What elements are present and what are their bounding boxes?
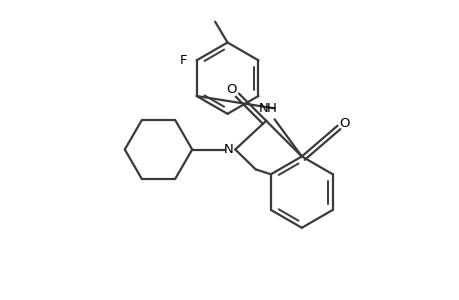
Text: N: N (224, 143, 233, 156)
Text: O: O (226, 83, 237, 96)
Text: N: N (258, 102, 268, 115)
Text: H: H (267, 102, 276, 115)
Text: O: O (338, 117, 349, 130)
Text: F: F (180, 54, 187, 67)
